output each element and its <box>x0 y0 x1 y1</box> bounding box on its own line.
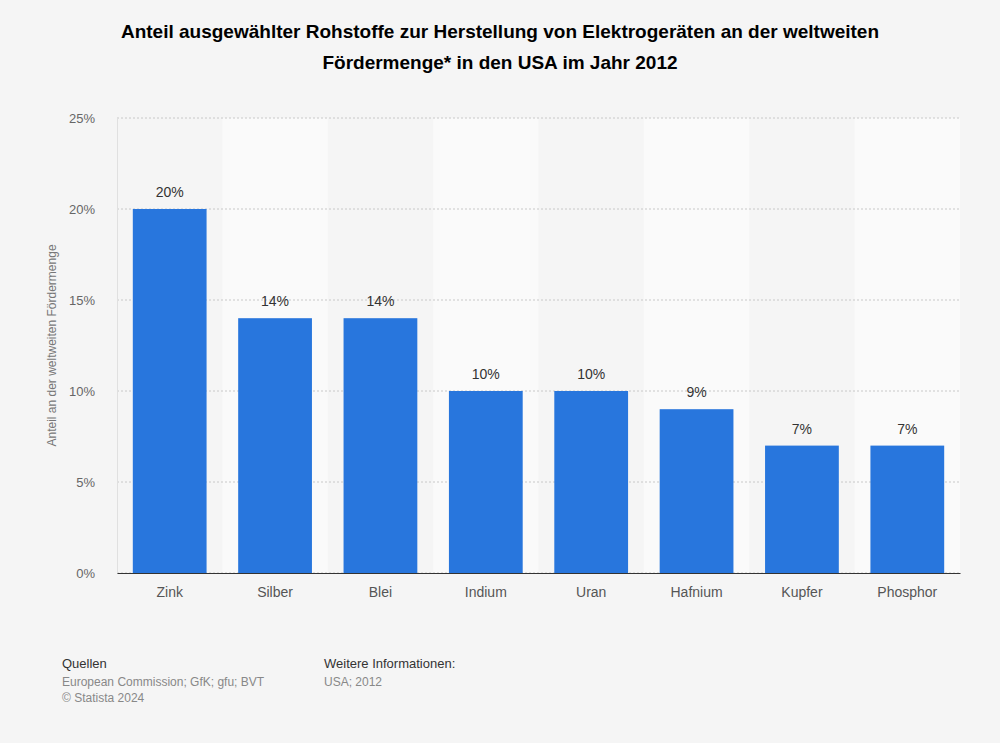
y-tick-label: 10% <box>69 384 95 399</box>
grid-line <box>117 300 960 301</box>
y-tick: 10% <box>69 384 117 399</box>
bar <box>133 209 207 573</box>
background <box>0 0 1000 743</box>
x-tick: Blei <box>369 573 392 600</box>
bar <box>238 318 312 573</box>
x-tick: Silber <box>257 573 293 600</box>
x-tick: Uran <box>576 573 606 600</box>
grid-line <box>117 209 960 210</box>
y-tick: 0% <box>76 566 117 581</box>
band-stripe <box>222 118 327 573</box>
y-tick-label: 20% <box>69 202 95 217</box>
data-label: 10% <box>577 366 605 382</box>
footer-note: European Commission; GfK; gfu; BVT <box>62 675 265 689</box>
x-tick-label: Phosphor <box>877 584 937 600</box>
data-label: 10% <box>472 366 500 382</box>
x-axis-line <box>118 573 961 574</box>
data-label: 20% <box>156 184 184 200</box>
band-stripe <box>433 118 538 573</box>
y-tick-label: 15% <box>69 293 95 308</box>
y-tick: 20% <box>69 202 117 217</box>
bars <box>133 209 944 573</box>
bar <box>765 446 839 573</box>
x-tick: Zink <box>156 573 183 600</box>
x-tick-label: Uran <box>576 584 606 600</box>
x-axis: Zink Silber Blei Indium Uran Hafnium Kupfer Pho… <box>118 573 961 600</box>
footer-note: © Statista 2024 <box>62 691 145 705</box>
x-tick-label: Hafnium <box>670 584 722 600</box>
y-tick-label: 25% <box>69 111 95 126</box>
footer-note: Quellen <box>62 656 107 671</box>
data-label: 7% <box>792 421 812 437</box>
bar <box>870 446 944 573</box>
x-tick-label: Blei <box>369 584 392 600</box>
band-stripe <box>855 118 960 573</box>
data-label: 14% <box>261 293 289 309</box>
bar <box>449 391 523 573</box>
bar <box>660 409 734 573</box>
x-tick-label: Silber <box>257 584 293 600</box>
x-tick: Hafnium <box>670 573 722 600</box>
x-tick-label: Kupfer <box>781 584 823 600</box>
footer-note: Weitere Informationen: <box>324 656 455 671</box>
y-tick: 5% <box>76 475 117 490</box>
y-axis-line <box>117 119 118 574</box>
x-tick: Kupfer <box>781 573 823 600</box>
grid <box>117 118 960 573</box>
x-tick: Phosphor <box>877 573 937 600</box>
title: Fördermenge* in den USA im Jahr 2012 <box>322 52 677 73</box>
x-tick: Indium <box>465 573 507 600</box>
band-stripe <box>644 118 749 573</box>
data-label: 9% <box>686 384 706 400</box>
chart: Anteil ausgewählter Rohstoffe zur Herste… <box>0 0 1000 743</box>
data-label: 14% <box>366 293 394 309</box>
y-tick-label: 0% <box>76 566 95 581</box>
y-axis-title: Anteil an der weltweiten Fördermenge <box>45 244 59 446</box>
grid-line <box>117 118 960 119</box>
y-tick: 25% <box>69 111 117 126</box>
data-labels: 20% 14% 14% 10% 10% 9% 7% 7% <box>156 184 918 437</box>
bar <box>344 318 418 573</box>
y-tick-label: 5% <box>76 475 95 490</box>
y-tick: 15% <box>69 293 117 308</box>
bar <box>554 391 628 573</box>
x-tick-label: Indium <box>465 584 507 600</box>
footer-note: USA; 2012 <box>324 675 382 689</box>
title: Anteil ausgewählter Rohstoffe zur Herste… <box>121 21 879 42</box>
data-label: 7% <box>897 421 917 437</box>
x-tick-label: Zink <box>156 584 183 600</box>
y-axis: 0% 5% 10% 15% 20% 25% <box>69 111 118 581</box>
